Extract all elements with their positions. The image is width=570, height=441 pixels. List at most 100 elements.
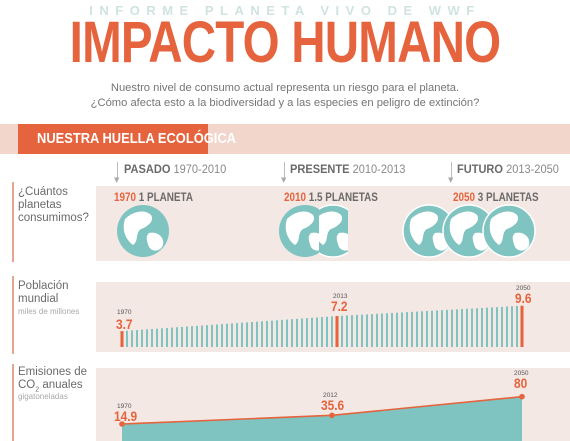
population-bar — [246, 322, 248, 347]
planets-2010-label: 2010 1.5 PLANETAS — [284, 192, 378, 204]
period-future-name: FUTURO — [457, 162, 503, 176]
population-bar — [191, 326, 193, 347]
population-bar — [311, 317, 313, 347]
population-bar — [416, 311, 418, 347]
emissions-subscript: 2 — [35, 386, 40, 394]
population-unit: miles de millones — [18, 307, 80, 316]
population-bar — [331, 316, 333, 347]
row-divider — [12, 276, 14, 354]
population-bar — [376, 313, 378, 347]
emissions-label-line-1: Emisiones de — [18, 366, 88, 378]
population-bar — [326, 316, 328, 347]
emissions-anuales-text: anuales — [39, 379, 83, 391]
population-bar — [161, 328, 163, 347]
population-bar — [196, 325, 198, 347]
population-bar — [291, 319, 293, 347]
globe-icon — [117, 205, 169, 257]
arrow-down-icon: ▼ — [281, 176, 287, 184]
planets-label-line-2: planetas — [18, 199, 62, 211]
planets-2010-text: 1.5 PLANETAS — [308, 192, 378, 204]
population-bar — [251, 321, 253, 347]
population-bar — [231, 323, 233, 347]
population-bar — [436, 310, 438, 347]
population-bar — [516, 305, 518, 347]
row-divider — [12, 364, 14, 441]
period-past: PASADO 1970-2010 — [124, 162, 226, 176]
population-bar — [221, 324, 223, 347]
population-bar — [166, 327, 168, 347]
period-present: PRESENTE 2010-2013 — [290, 162, 405, 176]
population-bar — [126, 330, 128, 347]
half-globe-icon — [319, 204, 348, 258]
period-past-years: 1970-2010 — [173, 162, 227, 176]
arrow-down-icon: ▼ — [114, 176, 120, 184]
population-bar — [216, 324, 218, 347]
population-bar — [316, 317, 318, 347]
population-bar — [481, 307, 483, 347]
section-title: NUESTRA HUELLA ECOLÓGICA — [37, 130, 236, 147]
population-bar — [176, 327, 178, 347]
population-bar — [511, 306, 513, 347]
arrow-down-icon: ▼ — [448, 176, 454, 184]
population-bar — [256, 321, 258, 347]
population-bar — [471, 308, 473, 347]
population-1970-value: 3.7 — [116, 316, 133, 332]
emissions-1970-year: 1970 — [117, 403, 132, 410]
population-bar — [236, 323, 238, 347]
population-bar — [356, 314, 358, 347]
population-bar — [281, 319, 283, 347]
population-bar — [321, 317, 323, 347]
arrow-present-stem — [284, 162, 285, 178]
period-future: FUTURO 2013-2050 — [457, 162, 559, 176]
population-row-label: Población mundial — [18, 280, 69, 306]
population-label-line-1: Población — [18, 280, 69, 292]
row-divider — [12, 182, 14, 262]
planets-row-label: ¿Cuántos planetas consumimos? — [18, 186, 89, 225]
emissions-point — [519, 393, 525, 400]
population-bar — [446, 309, 448, 347]
planets-1970-text: 1 PLANETA — [138, 192, 193, 204]
emissions-co-text: CO — [18, 379, 36, 391]
subtitle-line-1: Nuestro nivel de consumo actual represen… — [110, 82, 460, 94]
population-bar — [151, 328, 153, 347]
population-bar — [206, 325, 208, 347]
period-past-name: PASADO — [124, 162, 171, 176]
population-label-line-2: mundial — [18, 293, 59, 305]
population-bar — [186, 326, 188, 347]
population-bar — [421, 311, 423, 347]
population-bar — [396, 312, 398, 347]
population-bar — [401, 312, 403, 347]
emissions-1970-value: 14.9 — [114, 408, 138, 424]
population-bar — [286, 319, 288, 347]
population-bar — [461, 309, 463, 347]
population-bar — [476, 308, 478, 347]
population-bar — [156, 328, 158, 347]
emissions-2050-year: 2050 — [514, 370, 529, 377]
population-key-bar — [520, 305, 524, 347]
population-bar — [181, 326, 183, 347]
population-bar — [386, 313, 388, 347]
planets-1970-label: 1970 1 PLANETA — [114, 192, 193, 204]
planets-1970-year: 1970 — [114, 192, 137, 204]
population-2013-value: 7.2 — [331, 298, 348, 314]
population-bar — [271, 320, 273, 347]
planets-2050-year: 2050 — [453, 192, 476, 204]
emissions-2012-year: 2012 — [323, 392, 338, 399]
population-bar — [136, 330, 138, 347]
population-bar — [486, 307, 488, 347]
population-bar — [346, 315, 348, 347]
population-bar — [266, 320, 268, 347]
population-bar — [226, 323, 228, 347]
subtitle-line-2: ¿Cómo afecta esto a la biodiversidad y a… — [90, 97, 480, 109]
globe-icon — [482, 204, 536, 258]
emissions-point — [119, 421, 125, 427]
population-key-bar — [120, 331, 124, 347]
population-bar — [341, 315, 343, 347]
population-bar — [466, 308, 468, 347]
emissions-unit: gigatoneladas — [18, 392, 68, 401]
planets-2050-label: 2050 3 PLANETAS — [453, 192, 539, 204]
population-bar — [441, 310, 443, 347]
population-bar — [426, 311, 428, 347]
